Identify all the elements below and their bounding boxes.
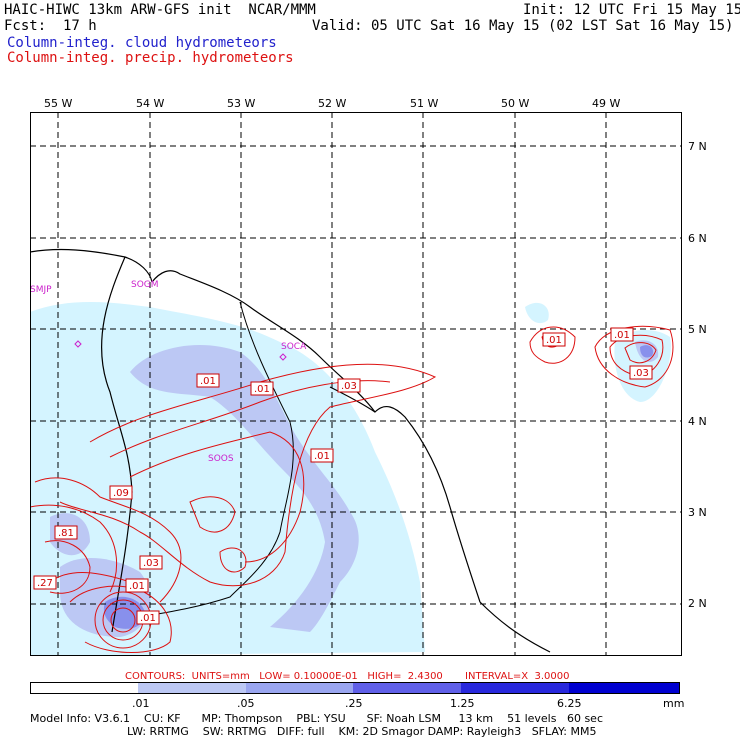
contour-label: .03 bbox=[143, 558, 159, 569]
coastline bbox=[30, 248, 551, 653]
lat-label: 7 N bbox=[688, 140, 707, 153]
lat-label: 5 N bbox=[688, 323, 707, 336]
colorbar-tick: 1.25 bbox=[450, 697, 475, 710]
legend-precip: Column-integ. precip. hydrometeors bbox=[7, 50, 294, 66]
model-info-line1: Model Info: V3.6.1 CU: KF MP: Thompson P… bbox=[30, 712, 603, 725]
contour-label: .01 bbox=[614, 330, 630, 341]
contour-label: .01 bbox=[140, 613, 156, 624]
contour-label: .09 bbox=[113, 488, 129, 499]
valid-time: Valid: 05 UTC Sat 16 May 15 (02 LST Sat … bbox=[312, 18, 734, 34]
lon-label: 51 W bbox=[410, 97, 439, 110]
colorbar-tick: .01 bbox=[132, 697, 150, 710]
lat-label: 2 N bbox=[688, 597, 707, 610]
contour-label: .01 bbox=[314, 451, 330, 462]
init-time: Init: 12 UTC Fri 15 May 15 bbox=[523, 2, 740, 18]
precip-contours bbox=[30, 325, 674, 653]
contour-info: CONTOURS: UNITS=mm LOW= 0.10000E-01 HIGH… bbox=[125, 671, 570, 682]
station-label: SOOS bbox=[208, 454, 234, 464]
station-markers bbox=[74, 340, 287, 361]
lat-lon-grid bbox=[30, 112, 682, 656]
lat-label: 6 N bbox=[688, 232, 707, 245]
lon-label: 49 W bbox=[592, 97, 621, 110]
region-border bbox=[139, 301, 294, 618]
lon-label: 53 W bbox=[227, 97, 256, 110]
contour-label: .01 bbox=[129, 581, 145, 592]
lon-label: 52 W bbox=[318, 97, 347, 110]
model-title: HAIC-HIWC 13km ARW-GFS init NCAR/MMM bbox=[4, 2, 316, 18]
colorbar-segment bbox=[569, 683, 679, 693]
colorbar-segment bbox=[461, 683, 569, 693]
lat-label: 4 N bbox=[688, 415, 707, 428]
contour-label: .01 bbox=[254, 384, 270, 395]
map-frame bbox=[30, 112, 682, 656]
map-panel: SMJP SOGM SOCA SOOS .01 .01 .03 .01 .09 … bbox=[30, 112, 682, 656]
colorbar-tick: .25 bbox=[345, 697, 363, 710]
forecast-hour: Fcst: 17 h bbox=[4, 18, 97, 34]
lon-label: 54 W bbox=[136, 97, 165, 110]
colorbar-segment bbox=[246, 683, 353, 693]
colorbar-segment bbox=[353, 683, 461, 693]
contour-label: .01 bbox=[200, 376, 216, 387]
colorbar-tick: .05 bbox=[237, 697, 255, 710]
lon-label: 55 W bbox=[44, 97, 73, 110]
legend-cloud: Column-integ. cloud hydrometeors bbox=[7, 35, 277, 51]
contour-label: .81 bbox=[58, 528, 74, 539]
contour-label: .01 bbox=[546, 335, 562, 346]
model-info-line2: LW: RRTMG SW: RRTMG DIFF: full KM: 2D Sm… bbox=[127, 725, 597, 738]
contour-label: .27 bbox=[37, 578, 53, 589]
colorbar bbox=[30, 682, 680, 694]
contour-labels: .01 .01 .03 .01 .09 .81 .03 .27 .01 .01 … bbox=[33, 327, 653, 625]
lon-label: 50 W bbox=[501, 97, 530, 110]
colorbar-tick: 6.25 bbox=[557, 697, 582, 710]
station-label: SOCA bbox=[281, 342, 307, 352]
colorbar-units: mm bbox=[663, 697, 685, 710]
station-label: SOGM bbox=[131, 280, 159, 290]
contour-label: .03 bbox=[341, 381, 357, 392]
colorbar-segment bbox=[138, 683, 246, 693]
station-label: SMJP bbox=[30, 285, 52, 295]
contour-label: .03 bbox=[633, 368, 649, 379]
lat-label: 3 N bbox=[688, 506, 707, 519]
colorbar-segment bbox=[31, 683, 138, 693]
